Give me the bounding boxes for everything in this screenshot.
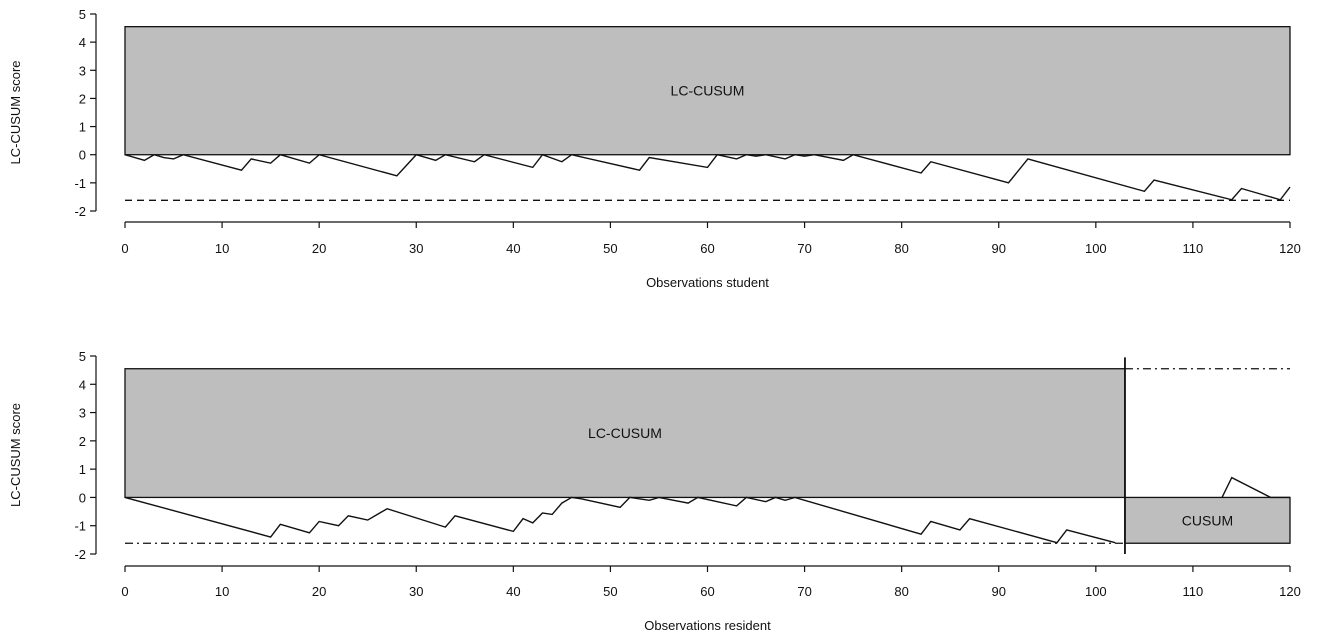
y-tick-label: 3 xyxy=(79,63,86,78)
cusum-series-line xyxy=(124,153,1291,201)
y-tick-label: 1 xyxy=(79,120,86,135)
y-axis-label: LC-CUSUM score xyxy=(8,403,23,507)
x-tick-label: 50 xyxy=(603,241,617,256)
x-tick-label: 70 xyxy=(797,241,811,256)
y-tick-label: 5 xyxy=(79,349,86,364)
y-tick-label: -2 xyxy=(74,547,86,562)
y-tick-label: 4 xyxy=(79,377,86,392)
x-tick-label: 110 xyxy=(1183,584,1204,599)
y-tick-label: -1 xyxy=(74,176,86,191)
x-tick-label: 40 xyxy=(506,241,520,256)
x-tick-label: 70 xyxy=(797,584,811,599)
region-label: CUSUM xyxy=(1182,512,1233,528)
x-tick-label: 30 xyxy=(409,241,423,256)
y-tick-label: 2 xyxy=(79,434,86,449)
x-tick-label: 120 xyxy=(1279,241,1301,256)
y-tick-label: 3 xyxy=(79,406,86,421)
region-box xyxy=(1124,496,1291,544)
x-tick-label: 110 xyxy=(1183,241,1204,256)
x-tick-label: 0 xyxy=(121,241,128,256)
x-tick-label: 50 xyxy=(603,584,617,599)
x-tick-label: 20 xyxy=(312,241,326,256)
x-tick-label: 0 xyxy=(121,584,128,599)
x-tick-label: 100 xyxy=(1085,241,1107,256)
x-tick-label: 30 xyxy=(409,584,423,599)
x-tick-label: 80 xyxy=(894,584,908,599)
x-tick-label: 80 xyxy=(894,241,908,256)
region-label: LC-CUSUM xyxy=(671,83,745,99)
region-label: LC-CUSUM xyxy=(588,425,662,441)
y-tick-label: 2 xyxy=(79,91,86,106)
cusum-series-line xyxy=(1221,476,1290,499)
y-tick-label: -1 xyxy=(74,519,86,534)
x-tick-label: 10 xyxy=(215,584,229,599)
x-tick-label: 120 xyxy=(1279,584,1301,599)
cusum-series-line xyxy=(124,496,1116,544)
region-box xyxy=(124,368,1126,499)
y-tick-label: 5 xyxy=(79,7,86,22)
x-axis-label: Observations student xyxy=(646,275,769,290)
x-tick-label: 10 xyxy=(215,241,229,256)
x-tick-label: 90 xyxy=(992,584,1006,599)
x-tick-label: 60 xyxy=(700,241,714,256)
x-tick-label: 20 xyxy=(312,584,326,599)
y-tick-label: 0 xyxy=(79,148,86,163)
y-tick-label: 4 xyxy=(79,35,86,50)
y-tick-label: 1 xyxy=(79,462,86,477)
x-tick-label: 40 xyxy=(506,584,520,599)
y-axis-label: LC-CUSUM score xyxy=(8,60,23,164)
x-tick-label: 100 xyxy=(1085,584,1107,599)
x-tick-label: 90 xyxy=(992,241,1006,256)
x-axis-label: Observations resident xyxy=(644,618,771,633)
y-tick-label: 0 xyxy=(79,490,86,505)
y-tick-label: -2 xyxy=(74,204,86,219)
region-box xyxy=(124,26,1291,156)
x-tick-label: 60 xyxy=(700,584,714,599)
